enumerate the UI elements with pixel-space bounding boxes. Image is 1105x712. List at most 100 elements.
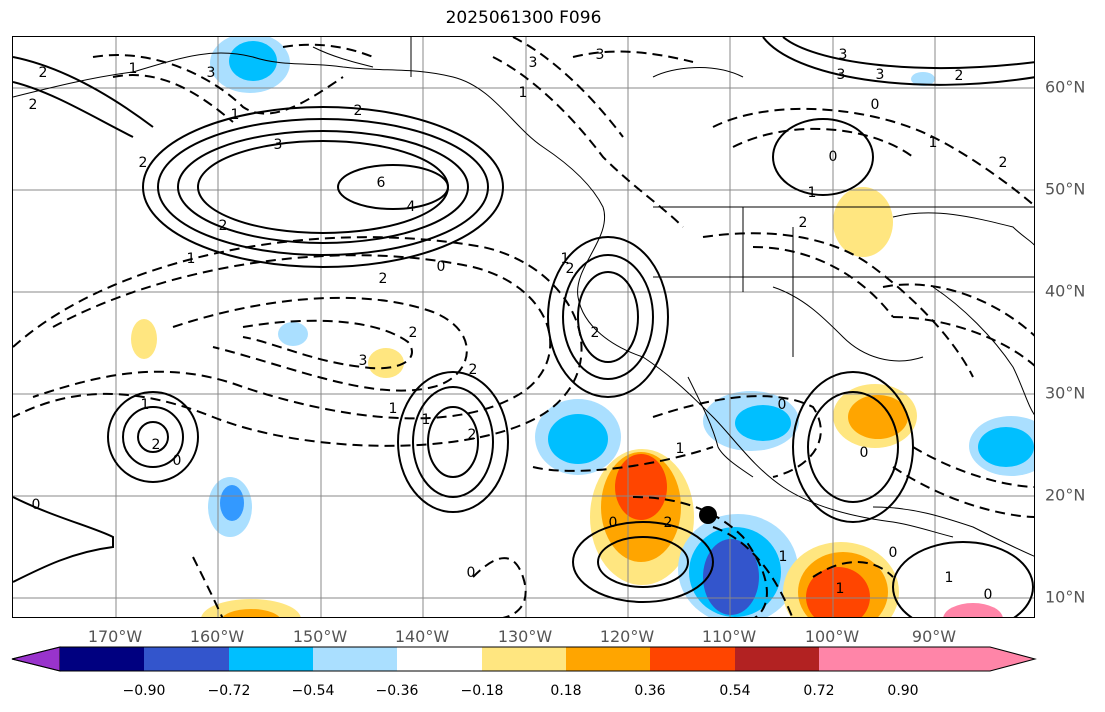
colorbar-tick-label: −0.72	[207, 683, 251, 699]
contour-label: 2	[379, 271, 388, 287]
graticule	[13, 37, 1034, 617]
latitude-label: 10°N	[1045, 587, 1086, 607]
contour-label: 2	[409, 325, 418, 341]
contour-label: 2	[354, 103, 363, 119]
shade-orange-bottom-left	[222, 609, 280, 617]
longitude-label: 110°W	[701, 627, 757, 646]
contour-label: 2	[152, 437, 161, 453]
latitude-label: 30°N	[1045, 383, 1086, 403]
contour-label: 2	[591, 325, 600, 341]
colorbar-cell	[144, 647, 229, 671]
contour-label: 0	[984, 587, 993, 603]
contour-label: 2	[469, 362, 478, 378]
contour-label: 1	[808, 185, 817, 201]
contour-label: 1	[141, 397, 150, 413]
contour-label: 0	[32, 497, 41, 513]
contour-label: 0	[437, 259, 446, 275]
contour-label: 2	[955, 68, 964, 84]
longitude-label: 170°W	[87, 627, 143, 646]
shade-blue-florida-core	[978, 427, 1034, 467]
contour-label: 3	[359, 353, 368, 369]
colorbar-cell	[60, 647, 144, 671]
colorbar-cell	[482, 647, 566, 671]
contour-label: 0	[860, 445, 869, 461]
shade-blue-hawaii-core	[220, 485, 244, 521]
longitude-label: 100°W	[804, 627, 860, 646]
shade-blue-top-right	[911, 72, 935, 86]
shade-blue-baja-core	[548, 414, 608, 464]
colorbar-tick-label: −0.54	[291, 683, 335, 699]
colorbar-tick-label: 0.72	[803, 683, 835, 699]
contour-label: 0	[871, 97, 880, 113]
shade-blue-alaska-core	[229, 41, 277, 81]
colorbar-tick-label: 0.90	[887, 683, 919, 699]
contour-label: 3	[274, 137, 283, 153]
contour-label: 2	[219, 218, 228, 234]
shade-blue-mid	[278, 322, 308, 346]
latitude-label: 20°N	[1045, 485, 1086, 505]
latitude-label: 40°N	[1045, 281, 1086, 301]
contour-label: 1	[187, 251, 196, 267]
contour-label: 1	[779, 549, 788, 565]
contour-label: 1	[389, 401, 398, 417]
contour-label: 2	[664, 515, 673, 531]
contour-label: 1	[836, 581, 845, 597]
colorbar-cell	[903, 647, 1035, 671]
colorbar-tick-label: −0.36	[375, 683, 419, 699]
longitude-label: 120°W	[599, 627, 655, 646]
contour-label: 1	[422, 412, 431, 428]
contour-label: 1	[129, 61, 138, 77]
contour-label: 3	[529, 55, 538, 71]
contour-label: 1	[561, 251, 570, 267]
shade-yellow-mid	[368, 348, 404, 378]
contour-label: 1	[231, 107, 240, 123]
colorbar-cell	[229, 647, 313, 671]
shade-yellow-gulf	[833, 187, 893, 257]
contour-label: 1	[929, 135, 938, 151]
contour-label: 0	[889, 545, 898, 561]
colorbar-cell	[735, 647, 819, 671]
dashed-contours	[13, 37, 1034, 617]
shade-yellow-bottom-left	[201, 599, 301, 617]
anomaly-shading	[131, 37, 1034, 617]
colorbar-outline	[11, 646, 1037, 672]
shade-blue-mexico-core	[735, 405, 791, 441]
contour-label: 0	[829, 149, 838, 165]
contour-label: 0	[778, 397, 787, 413]
colorbar-tick-label: 0.36	[634, 683, 666, 699]
colorbar-tick-label: 0.18	[550, 683, 582, 699]
longitude-label: 160°W	[189, 627, 245, 646]
shade-red-south	[806, 567, 870, 617]
contour-label: 3	[839, 47, 848, 63]
contour-label: 3	[207, 65, 216, 81]
contour-label: 4	[407, 199, 416, 215]
colorbar-cell	[650, 647, 735, 671]
contour-label: 2	[999, 155, 1008, 171]
contour-label: 2	[799, 215, 808, 231]
longitude-label: 150°W	[292, 627, 348, 646]
shade-blue-storm-core	[703, 539, 759, 615]
colorbar-cell	[313, 647, 397, 671]
contour-label: 6	[377, 175, 386, 191]
colorbar-tick-label: 0.54	[719, 683, 751, 699]
shade-yellow-hawaii-n	[131, 319, 157, 359]
contour-label: 3	[876, 67, 885, 83]
figure-title: 2025061300 F096	[445, 8, 602, 28]
contour-label: 2	[29, 97, 38, 113]
latitude-label: 50°N	[1045, 179, 1086, 199]
colorbar-cell	[397, 647, 482, 671]
shade-red-east-pac	[615, 454, 667, 520]
longitude-label: 90°W	[911, 627, 957, 646]
contour-label: 2	[566, 261, 575, 277]
shade-pink-caribbean	[943, 603, 1003, 617]
colorbar-cell	[819, 647, 903, 671]
contour-label: 3	[837, 67, 846, 83]
coastlines	[13, 37, 1034, 557]
contour-label: 2	[139, 155, 148, 171]
colorbar-cell	[11, 646, 61, 672]
storm-center-dot[interactable]	[699, 506, 717, 524]
contour-label: 3	[596, 47, 605, 63]
